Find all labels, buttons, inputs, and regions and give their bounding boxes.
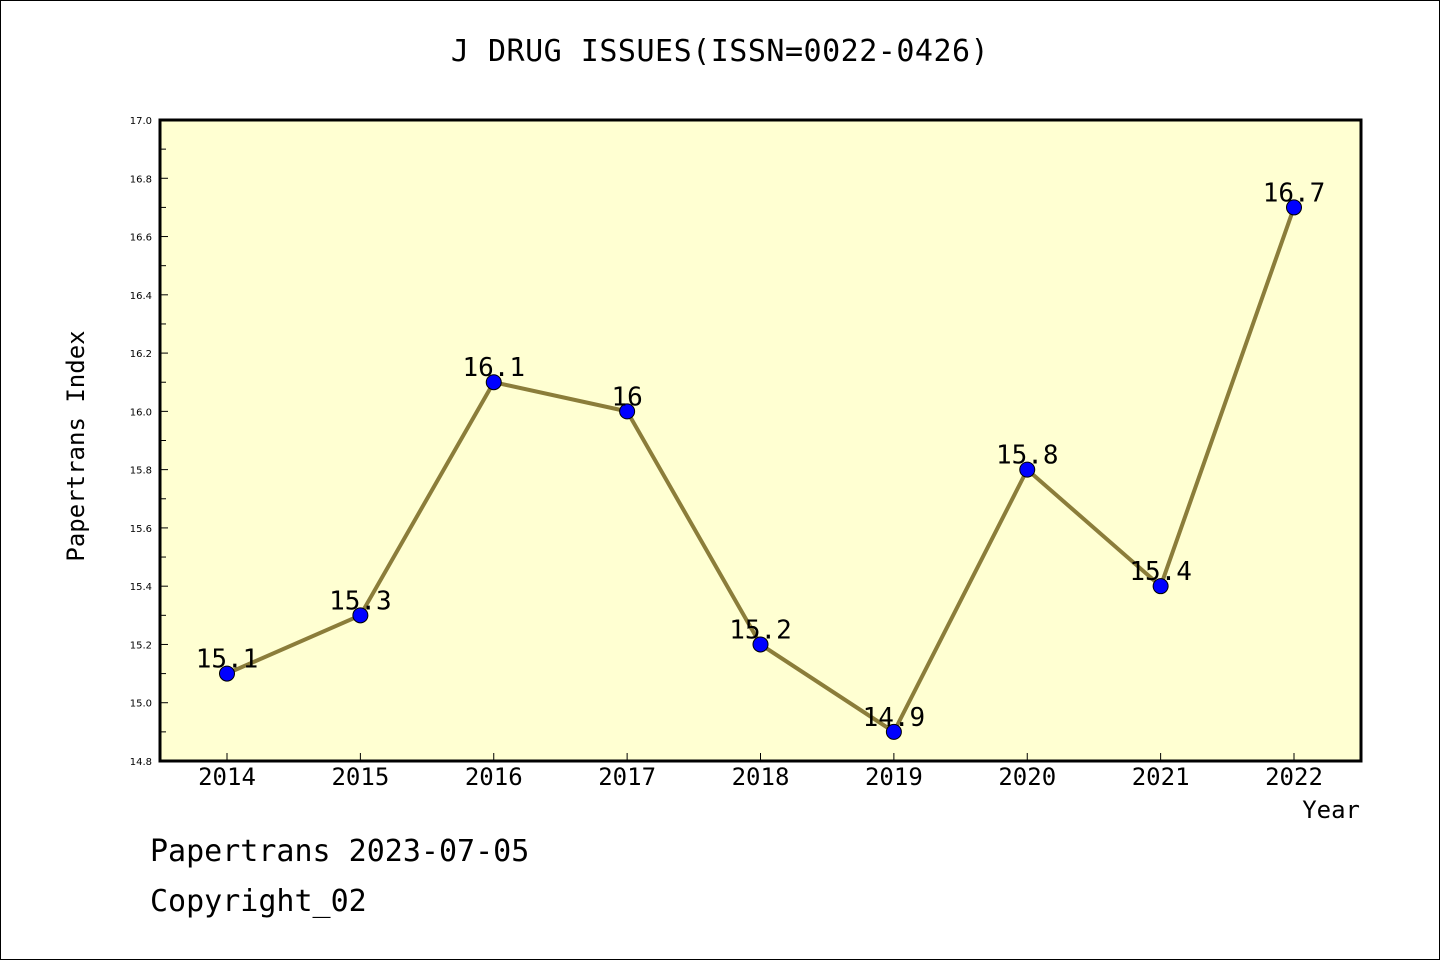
data-label: 16.7 [1263,178,1326,208]
data-label: 15.1 [196,645,259,675]
x-tick-label: 2015 [331,763,389,791]
data-point [1152,578,1169,595]
y-tick-label: 15.4 [130,582,152,593]
data-point [885,723,902,740]
plot-area [160,120,1361,761]
data-label: 15.8 [996,441,1059,471]
data-label: 16.1 [462,353,525,383]
data-label: 15.2 [729,615,792,645]
y-tick-label: 16.0 [130,407,152,418]
data-label: 15.4 [1129,557,1192,587]
y-tick-label: 16.6 [130,233,152,244]
data-label: 14.9 [863,703,926,733]
y-tick-label: 17.0 [130,116,152,127]
data-label: 15.3 [329,586,392,616]
chart-title: J DRUG ISSUES(ISSN=0022-0426) [450,34,990,69]
y-tick-label: 15.8 [130,466,152,477]
y-tick-label: 16.4 [130,291,152,302]
y-tick-label: 15.2 [130,640,152,651]
x-tick-label: 2022 [1265,763,1323,791]
x-tick-label: 2018 [732,763,790,791]
footer-date: Papertrans 2023-07-05 [150,834,530,869]
data-point [219,665,235,682]
data-point [485,374,502,391]
x-axis-label: Year [1302,796,1360,824]
data-label: 16 [611,382,642,412]
x-tick-label: 2014 [198,763,256,791]
data-point [1019,461,1036,478]
y-tick-label: 15.0 [130,699,152,710]
plot-border [158,118,1363,763]
data-point [752,636,769,653]
x-tick-label: 2021 [1132,763,1190,791]
data-point [1286,199,1302,216]
y-tick-label: 14.8 [130,757,152,768]
y-tick-label: 16.2 [130,349,152,360]
x-tick-label: 2019 [865,763,923,791]
data-point [619,403,636,420]
y-tick-label: 16.8 [130,174,152,185]
x-tick-label: 2020 [998,763,1056,791]
y-tick-label: 15.6 [130,524,152,535]
x-tick-label: 2016 [465,763,523,791]
footer-copyright: Copyright_02 [150,884,367,919]
x-tick-label: 2017 [598,763,656,791]
data-point [352,607,369,624]
